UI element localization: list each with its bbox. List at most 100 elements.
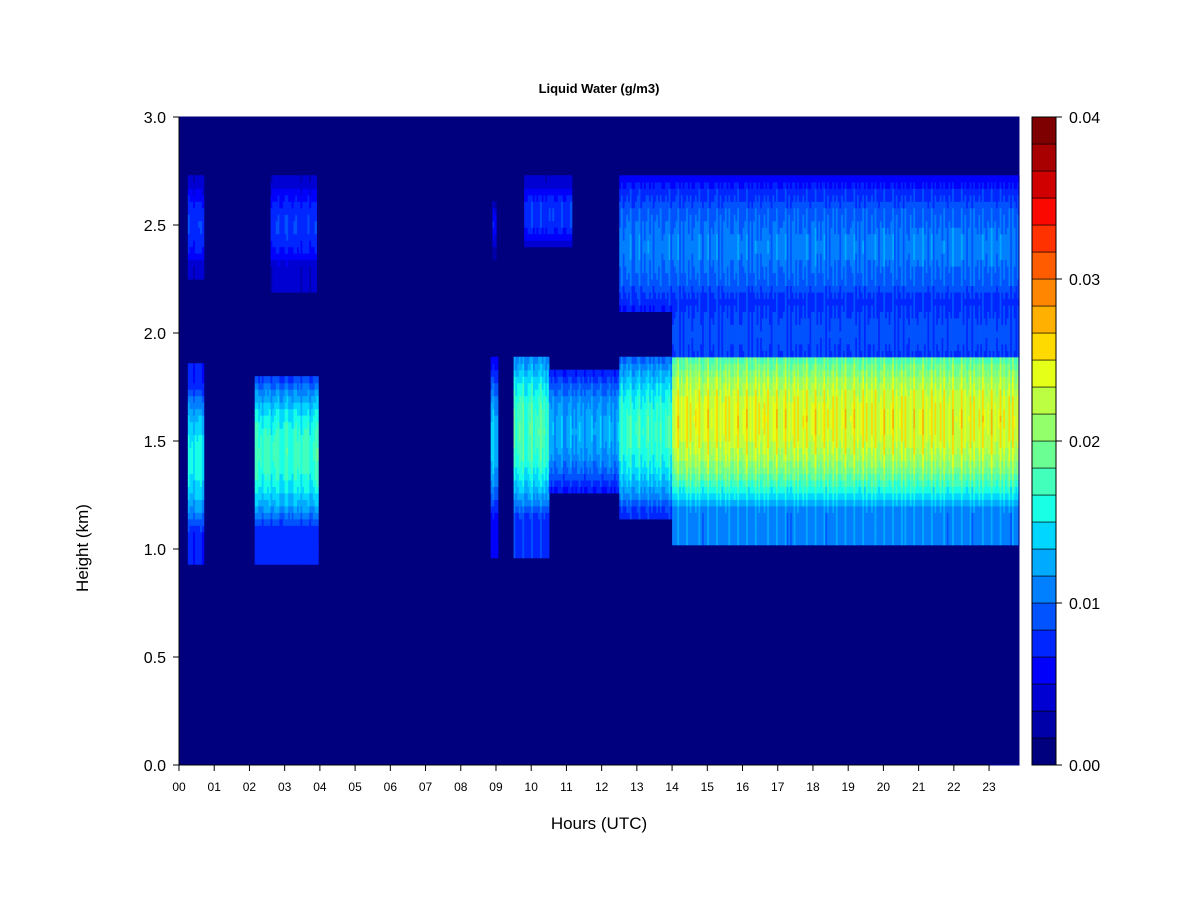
heatmap-cell: [281, 285, 284, 293]
heatmap-cell: [198, 460, 201, 468]
heatmap-cell: [256, 505, 259, 513]
heatmap-cell: [270, 266, 273, 274]
heatmap-cell: [314, 259, 317, 267]
heatmap-cell: [201, 538, 205, 546]
heatmap-cell: [260, 460, 263, 468]
heatmap-cell: [191, 207, 194, 215]
heatmap-cell: [201, 194, 205, 202]
heatmap-cell: [196, 544, 199, 552]
heatmap-cell: [260, 453, 263, 462]
heatmap-cell: [281, 428, 284, 436]
heatmap-cell: [495, 402, 499, 410]
heatmap-cell: [256, 460, 259, 468]
heatmap-cell: [270, 246, 273, 254]
heatmap-cell: [201, 447, 205, 455]
heatmap-cell: [274, 389, 277, 397]
heatmap-cell: [200, 201, 203, 209]
heatmap-cell: [187, 453, 191, 462]
heatmap-cell: [282, 175, 286, 183]
heatmap-cell: [284, 421, 288, 429]
heatmap-cell: [260, 531, 263, 539]
heatmap-cell: [191, 408, 194, 416]
heatmap-cell: [569, 240, 573, 248]
heatmap-cell: [198, 233, 201, 241]
heatmap-cell: [260, 499, 263, 507]
heatmap-cell: [277, 376, 280, 384]
heatmap-cell: [187, 259, 191, 267]
heatmap-cell: [263, 460, 266, 468]
heatmap-cell: [200, 466, 203, 474]
heatmap-cell: [494, 207, 497, 215]
heatmap-cell: [201, 175, 205, 183]
heatmap-cell: [201, 272, 205, 280]
heatmap-cell: [277, 227, 280, 235]
heatmap-cell: [260, 479, 263, 487]
heatmap-cell: [194, 551, 198, 559]
heatmap-cell: [261, 402, 265, 410]
heatmap-cell: [270, 531, 273, 539]
heatmap-cell: [200, 447, 203, 455]
heatmap-cell: [316, 557, 319, 565]
heatmap-cell: [198, 246, 201, 254]
heatmap-cell: [272, 415, 275, 423]
heatmap-cell: [187, 207, 191, 215]
heatmap-cell: [200, 557, 203, 565]
heatmap-cell: [187, 531, 191, 539]
heatmap-cell: [201, 512, 205, 520]
heatmap-cell: [314, 181, 317, 189]
heatmap-cell: [260, 408, 263, 416]
heatmap-cell: [187, 395, 191, 403]
heatmap-cell: [258, 538, 261, 546]
heatmap-cell: [196, 415, 199, 423]
heatmap-cell: [201, 201, 205, 209]
heatmap-cell: [279, 389, 282, 397]
heatmap-cell: [194, 415, 198, 423]
heatmap-cell: [272, 473, 275, 481]
heatmap-cell: [189, 512, 192, 520]
heatmap-cell: [260, 551, 263, 559]
heatmap-cell: [187, 402, 191, 410]
heatmap-cell: [282, 460, 286, 468]
heatmap-cell: [198, 240, 201, 248]
heatmap-cell: [194, 246, 198, 254]
heatmap-cell: [258, 395, 261, 403]
heatmap-cell: [200, 259, 203, 267]
heatmap-cell: [274, 402, 277, 410]
heatmap-cell: [196, 227, 199, 235]
heatmap-cell: [274, 395, 277, 403]
heatmap-cell: [316, 428, 319, 436]
heatmap-cell: [256, 434, 259, 442]
heatmap-cell: [282, 447, 286, 455]
heatmap-cell: [277, 460, 280, 468]
heatmap-cell: [267, 531, 270, 539]
heatmap-cell: [189, 408, 192, 416]
heatmap-cell: [547, 363, 550, 371]
heatmap-cell: [198, 214, 201, 222]
heatmap-cell: [196, 389, 199, 397]
heatmap-cell: [282, 194, 286, 202]
heatmap-cell: [193, 220, 196, 228]
heatmap-cell: [275, 266, 279, 274]
heatmap-cell: [194, 505, 198, 513]
heatmap-cell: [201, 466, 205, 474]
heatmap-cell: [272, 441, 275, 449]
heatmap-cell: [274, 505, 277, 513]
heatmap-cell: [194, 441, 198, 449]
heatmap-cell: [193, 492, 196, 500]
heatmap-cell: [274, 233, 277, 241]
heatmap-cell: [187, 363, 191, 371]
heatmap-cell: [261, 486, 265, 494]
heatmap-cell: [263, 376, 266, 384]
heatmap-cell: [286, 551, 289, 559]
heatmap-cell: [314, 240, 317, 248]
heatmap-cell: [272, 240, 275, 248]
heatmap-cell: [277, 557, 280, 565]
heatmap-cell: [187, 415, 191, 423]
heatmap-cell: [198, 544, 201, 552]
heatmap-cell: [277, 538, 280, 546]
heatmap-cell: [274, 194, 277, 202]
heatmap-cell: [193, 272, 196, 280]
heatmap-cell: [277, 214, 280, 222]
heatmap-cell: [191, 525, 194, 533]
heatmap-cell: [200, 415, 203, 423]
